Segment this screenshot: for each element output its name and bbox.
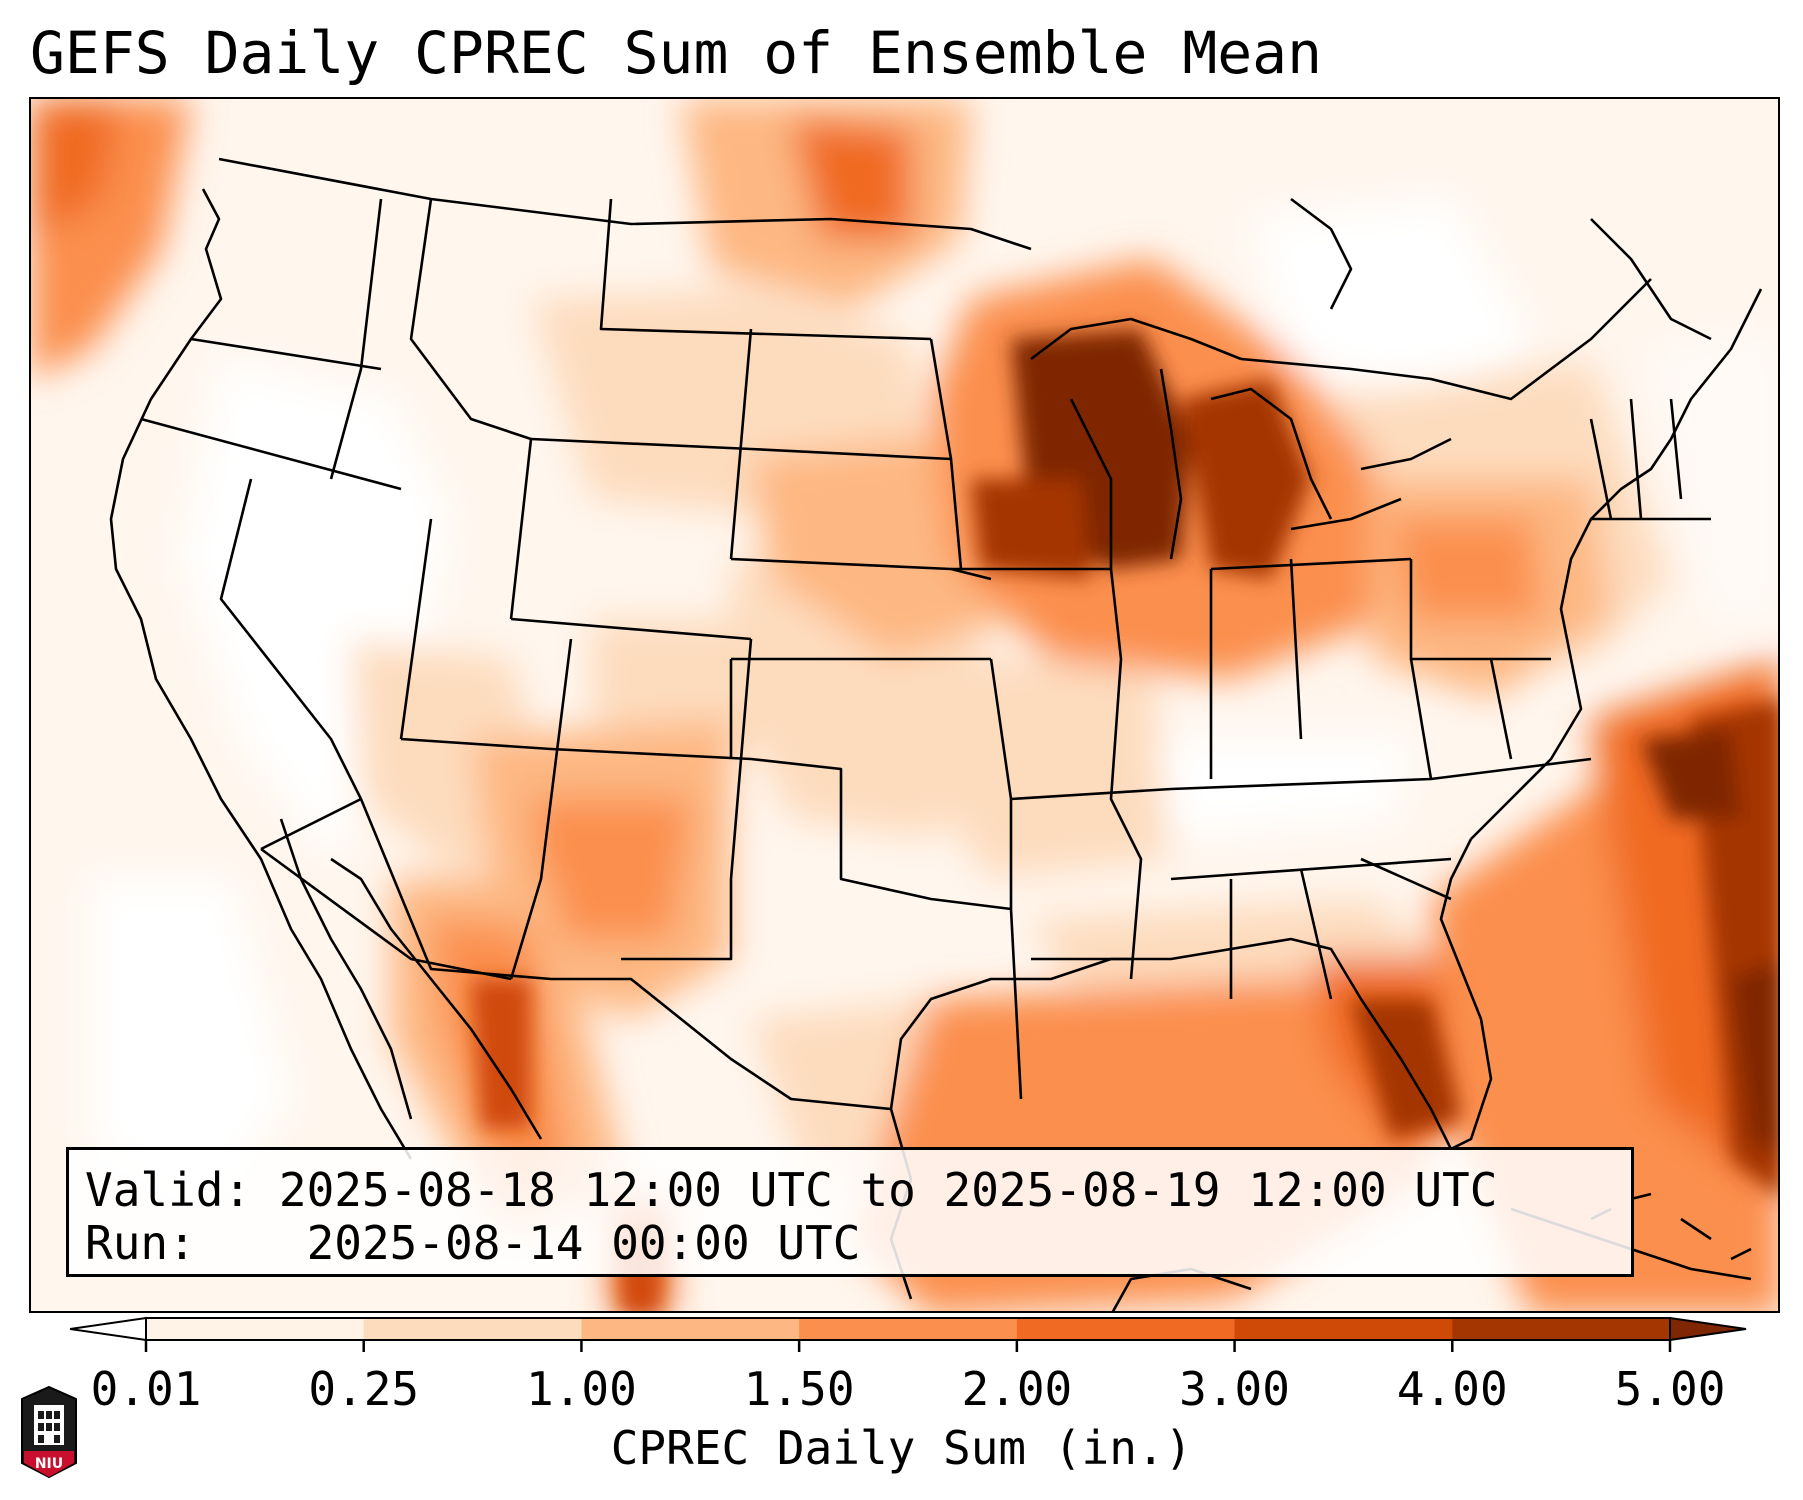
colorbar-segment	[799, 1318, 1018, 1340]
run-value: 2025-08-14 00:00 UTC	[306, 1216, 861, 1270]
colorbar-tick-label: 0.01	[90, 1362, 202, 1416]
info-box: Valid: 2025-08-18 12:00 UTC to 2025-08-1…	[66, 1147, 1634, 1277]
colorbar-segment	[1452, 1318, 1671, 1340]
map-title: GEFS Daily CPREC Sum of Ensemble Mean	[30, 19, 1323, 87]
colorbar-segment	[1234, 1318, 1453, 1340]
precip-field	[31, 99, 1778, 1311]
valid-label: Valid:	[85, 1163, 252, 1217]
colorbar-segment	[1016, 1318, 1236, 1340]
colorbar-over-triangle	[1669, 1316, 1747, 1342]
colorbar-under-triangle	[70, 1316, 147, 1342]
svg-text:NIU: NIU	[35, 1456, 63, 1472]
valid-value: 2025-08-18 12:00 UTC to 2025-08-19 12:00…	[278, 1163, 1498, 1217]
colorbar-tick-label: 4.00	[1396, 1362, 1508, 1416]
colorbar-tick-label: 3.00	[1179, 1362, 1290, 1416]
colorbar-tick-label: 1.00	[526, 1362, 637, 1416]
niu-logo-icon: NIU	[21, 1385, 77, 1479]
colorbar-label: CPREC Daily Sum (in.)	[610, 1421, 1193, 1475]
colorbar	[70, 1316, 1747, 1352]
colorbar-tick-label: 2.00	[961, 1362, 1073, 1416]
map-canvas	[31, 99, 1778, 1311]
political-boundaries	[140, 157, 1711, 1111]
colorbar-outline	[145, 1317, 1671, 1341]
colorbar-tick-label: 1.50	[743, 1362, 855, 1416]
colorbar-segment	[363, 1318, 582, 1340]
colorbar-tick-label: 5.00	[1614, 1362, 1726, 1416]
colorbar-segment	[146, 1318, 365, 1340]
run-label: Run:	[85, 1216, 196, 1270]
run-row: Run: 2025-08-14 00:00 UTC	[85, 1217, 1615, 1270]
valid-row: Valid: 2025-08-18 12:00 UTC to 2025-08-1…	[85, 1164, 1615, 1217]
precipitation-map	[29, 97, 1780, 1313]
colorbar-segment	[581, 1318, 800, 1340]
colorbar-tick-label: 0.25	[308, 1362, 420, 1416]
